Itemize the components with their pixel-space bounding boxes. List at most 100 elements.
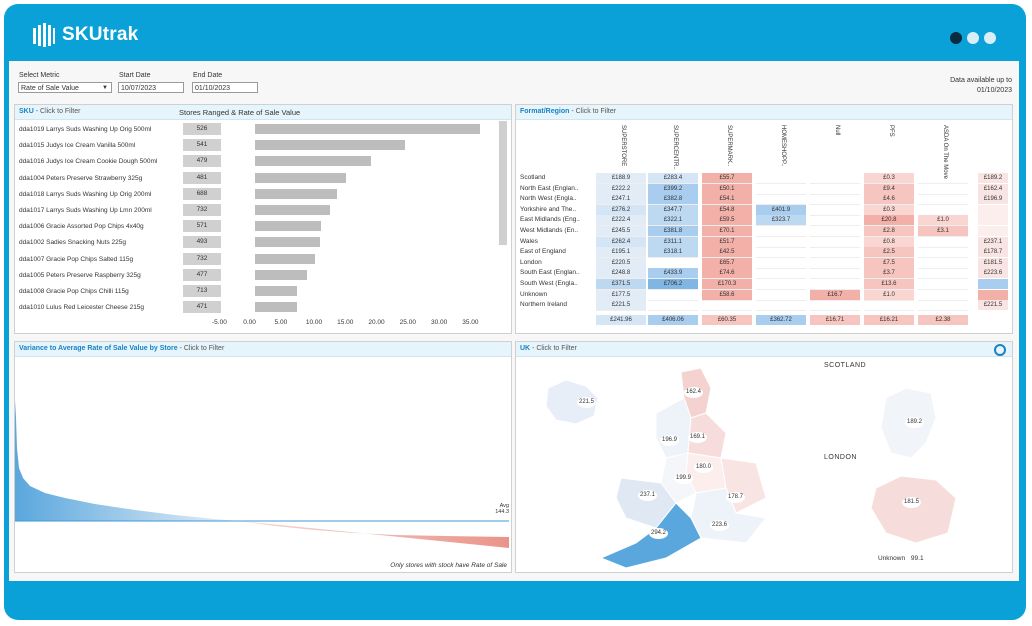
- column-header[interactable]: SUPERSTORE: [620, 125, 626, 167]
- table-cell[interactable]: £16.7: [810, 289, 860, 301]
- table-cell[interactable]: [918, 300, 968, 312]
- table-cell[interactable]: [648, 290, 698, 301]
- table-cell[interactable]: £55.7: [702, 173, 752, 184]
- sku-row[interactable]: dda1018 Larrys Suds Washing Up Orig 200m…: [19, 187, 509, 202]
- dot-light-icon[interactable]: [967, 32, 979, 44]
- variance-chart[interactable]: [15, 358, 511, 572]
- row-total-cell[interactable]: £223.6: [978, 268, 1008, 279]
- unknown-region[interactable]: Unknown 99.1: [878, 555, 924, 562]
- table-cell[interactable]: £706.2: [648, 279, 698, 290]
- rate-of-sale-bar[interactable]: [255, 172, 346, 183]
- column-header[interactable]: Null: [834, 125, 840, 136]
- table-cell[interactable]: £170.3: [702, 279, 752, 290]
- table-cell[interactable]: [810, 247, 860, 259]
- table-cell[interactable]: [810, 300, 860, 312]
- row-label[interactable]: South West (Engla..: [520, 280, 578, 287]
- rate-of-sale-bar[interactable]: [255, 269, 308, 280]
- dot-dark-icon[interactable]: [950, 32, 962, 44]
- rate-of-sale-bar[interactable]: [255, 286, 297, 296]
- table-cell[interactable]: £0.8: [864, 236, 914, 248]
- column-total-cell[interactable]: £16.71: [810, 315, 860, 325]
- table-cell[interactable]: [756, 184, 806, 195]
- row-total-cell[interactable]: £178.7: [978, 247, 1008, 258]
- sku-row[interactable]: dda1016 Judys Ice Cream Cookie Dough 500…: [19, 155, 509, 169]
- rate-of-sale-bar[interactable]: [255, 253, 315, 264]
- row-label[interactable]: Unknown: [520, 290, 548, 298]
- row-total-cell[interactable]: £221.5: [978, 300, 1008, 311]
- rate-of-sale-bar[interactable]: [255, 205, 331, 215]
- table-cell[interactable]: £276.2: [596, 204, 646, 216]
- table-cell[interactable]: £401.9: [756, 204, 806, 216]
- table-cell[interactable]: £222.2: [596, 183, 646, 195]
- table-cell[interactable]: [648, 258, 698, 269]
- column-total-cell[interactable]: £16.21: [864, 315, 914, 325]
- table-cell[interactable]: £177.5: [596, 289, 646, 301]
- table-cell[interactable]: [756, 237, 806, 248]
- table-cell[interactable]: [918, 205, 968, 216]
- table-cell[interactable]: [756, 268, 806, 280]
- table-cell[interactable]: £3.1: [918, 226, 968, 237]
- table-cell[interactable]: £188.9: [596, 173, 646, 184]
- table-cell[interactable]: £13.6: [864, 279, 914, 290]
- table-cell[interactable]: £0.3: [864, 204, 914, 216]
- column-header[interactable]: PFS: [888, 125, 894, 137]
- table-cell[interactable]: £65.7: [702, 257, 752, 269]
- row-label[interactable]: East Midlands (Eng..: [520, 216, 580, 224]
- table-cell[interactable]: £222.4: [596, 215, 646, 227]
- table-cell[interactable]: [756, 173, 806, 184]
- row-label[interactable]: East of England: [520, 248, 566, 256]
- table-cell[interactable]: £74.6: [702, 268, 752, 280]
- table-cell[interactable]: £371.5: [596, 279, 646, 290]
- table-cell[interactable]: £323.7: [756, 215, 806, 227]
- table-cell[interactable]: £221.5: [596, 300, 646, 312]
- table-cell[interactable]: £283.4: [648, 173, 698, 184]
- table-cell[interactable]: £1.0: [918, 215, 968, 227]
- dot-light-icon[interactable]: [984, 32, 996, 44]
- table-cell[interactable]: [810, 268, 860, 280]
- table-cell[interactable]: £59.5: [702, 215, 752, 227]
- row-label[interactable]: Northern Ireland: [520, 301, 567, 309]
- table-cell[interactable]: [918, 247, 968, 259]
- sku-row[interactable]: dda1008 Gracie Pop Chips Chilli 115g 713: [19, 285, 509, 299]
- table-cell[interactable]: [810, 173, 860, 184]
- column-total-cell[interactable]: £60.35: [702, 315, 752, 325]
- rate-of-sale-bar[interactable]: [255, 188, 337, 199]
- table-cell[interactable]: £7.5: [864, 257, 914, 269]
- table-cell[interactable]: [918, 194, 968, 206]
- table-cell[interactable]: [810, 205, 860, 216]
- table-cell[interactable]: [756, 279, 806, 290]
- row-total-cell[interactable]: £237.1: [978, 236, 1008, 247]
- table-cell[interactable]: [756, 290, 806, 301]
- sku-row[interactable]: dda1006 Gracie Assorted Pop Chips 4x40g 5…: [19, 220, 509, 234]
- table-cell[interactable]: £245.5: [596, 226, 646, 237]
- rate-of-sale-bar[interactable]: [255, 221, 321, 232]
- row-label[interactable]: Wales: [520, 237, 538, 245]
- table-cell[interactable]: [810, 279, 860, 290]
- table-cell[interactable]: £318.1: [648, 247, 698, 259]
- rate-of-sale-bar[interactable]: [255, 124, 481, 134]
- table-cell[interactable]: £54.8: [702, 204, 752, 216]
- table-cell[interactable]: £248.8: [596, 268, 646, 280]
- table-cell[interactable]: £382.8: [648, 194, 698, 206]
- table-cell[interactable]: [810, 237, 860, 248]
- row-label[interactable]: Yorkshire and The..: [520, 205, 577, 213]
- sku-row[interactable]: dda1007 Gracie Pop Chips Salted 115g 732: [19, 252, 509, 267]
- table-cell[interactable]: £20.8: [864, 215, 914, 227]
- sku-row[interactable]: dda1004 Peters Preserve Strawberry 325g 4…: [19, 171, 509, 186]
- row-total-cell[interactable]: [978, 226, 1008, 236]
- table-cell[interactable]: £220.5: [596, 257, 646, 269]
- row-label[interactable]: Scotland: [520, 174, 546, 181]
- table-cell[interactable]: £3.7: [864, 268, 914, 280]
- table-cell[interactable]: £51.7: [702, 236, 752, 248]
- row-total-cell[interactable]: [978, 279, 1008, 289]
- table-cell[interactable]: [756, 194, 806, 206]
- column-total-cell[interactable]: £2.38: [918, 315, 968, 325]
- sku-row[interactable]: dda1015 Judys Ice Cream Vanilla 500ml 541: [19, 139, 509, 153]
- table-cell[interactable]: [918, 173, 968, 184]
- row-total-cell[interactable]: £189.2: [978, 173, 1008, 183]
- uk-map[interactable]: [516, 358, 1012, 572]
- column-total-cell[interactable]: £406.06: [648, 315, 698, 325]
- table-cell[interactable]: [810, 226, 860, 237]
- column-header[interactable]: ASDA On The Move: [942, 125, 948, 179]
- table-cell[interactable]: [756, 226, 806, 237]
